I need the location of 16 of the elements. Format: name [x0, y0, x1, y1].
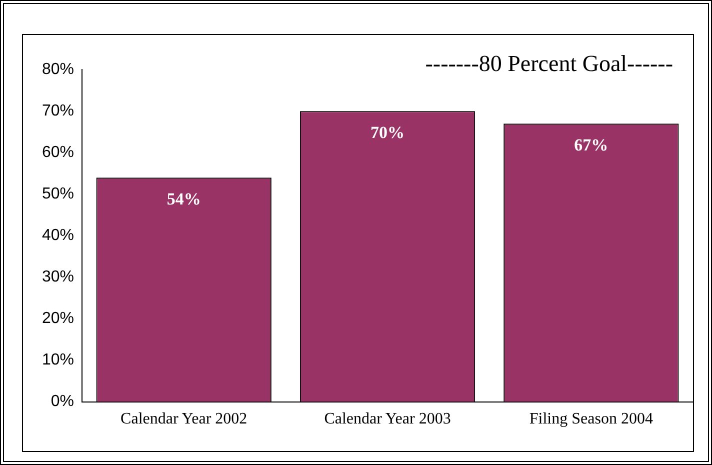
data-label: 54% [166, 189, 201, 208]
y-tick-label: 40% [42, 227, 74, 244]
y-tick-label: 0% [50, 393, 74, 410]
data-label: 67% [574, 135, 608, 154]
y-tick-label: 30% [42, 268, 74, 286]
y-tick-label: 70% [42, 102, 74, 120]
y-tick-label: 20% [42, 310, 74, 328]
annotation: -------80 Percent Goal------ [425, 51, 673, 77]
y-tick-label: 80% [42, 61, 74, 78]
y-tick-label: 50% [42, 186, 74, 203]
data-label: 70% [370, 123, 405, 142]
x-tick-label: Filing Season 2004 [529, 410, 653, 428]
y-tick-label: 60% [42, 144, 74, 162]
x-tick-label: Calendar Year 2003 [324, 410, 451, 428]
y-tick-label: 10% [42, 352, 74, 369]
x-tick-label: Calendar Year 2002 [120, 410, 248, 428]
